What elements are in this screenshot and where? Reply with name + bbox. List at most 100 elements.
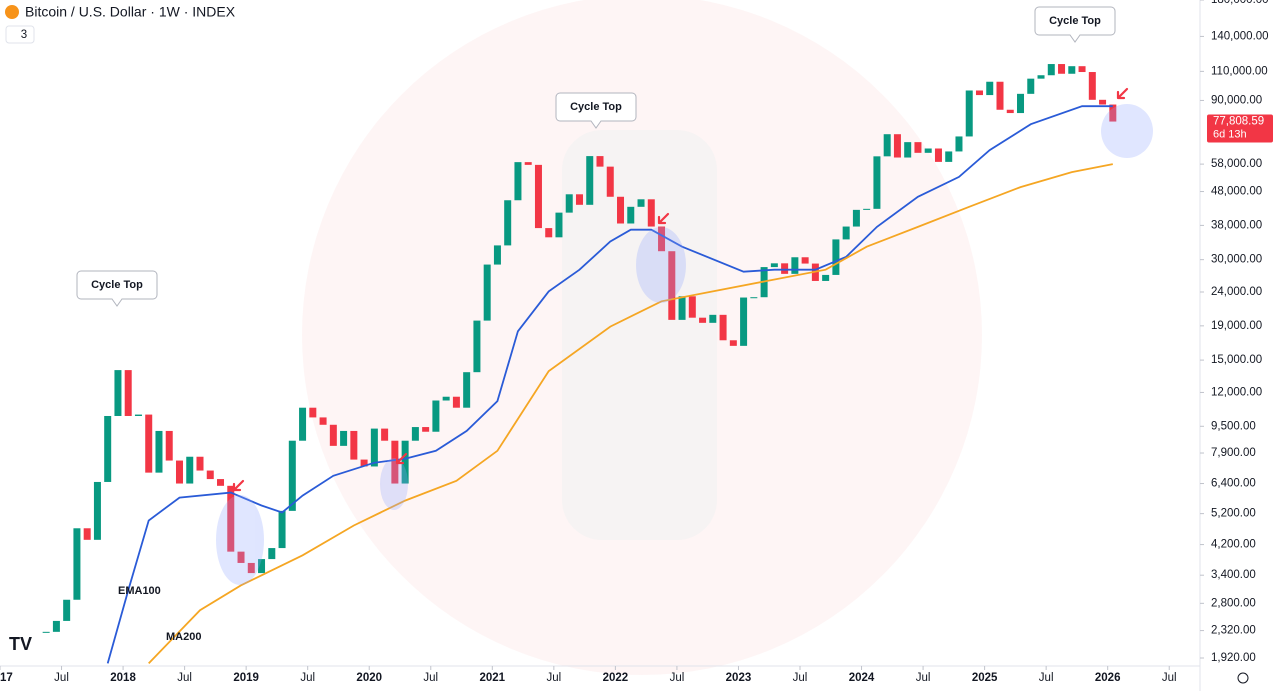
x-tick-label: Jul <box>1039 672 1054 684</box>
candle <box>740 297 748 346</box>
indicator-toggle[interactable] <box>5 25 35 44</box>
arrows <box>232 87 1129 492</box>
btc-icon <box>5 5 19 19</box>
annotation: Cycle Top <box>91 279 143 291</box>
candle <box>442 396 450 401</box>
y-tick-label: 140,000.00 <box>1211 30 1269 42</box>
candle <box>996 81 1004 110</box>
candle <box>463 372 471 408</box>
candle <box>770 263 778 268</box>
candle <box>647 199 655 227</box>
candle <box>1017 93 1025 114</box>
x-tick-label: 2023 <box>726 672 752 684</box>
x-tick-label: 2019 <box>233 672 259 684</box>
candle <box>924 148 932 153</box>
candle <box>965 90 973 137</box>
candle <box>668 251 676 320</box>
candle <box>278 510 286 549</box>
y-tick-label: 48,000.00 <box>1211 186 1262 198</box>
candle <box>145 414 153 473</box>
x-tick-label: 2018 <box>110 672 136 684</box>
candle <box>83 528 91 540</box>
candle <box>575 194 583 205</box>
candle <box>411 427 419 441</box>
y-tick-label: 19,000.00 <box>1211 320 1262 332</box>
candle <box>565 194 573 213</box>
candle <box>381 428 389 441</box>
candle <box>340 430 348 446</box>
indicator-line <box>106 105 1113 664</box>
y-tick-label: 38,000.00 <box>1211 219 1262 231</box>
logo: TV <box>9 634 32 654</box>
candle <box>1027 78 1035 94</box>
x-tick-label: Jul <box>793 672 808 684</box>
last-price-tag <box>1207 114 1273 143</box>
y-tick-label: 15,000.00 <box>1211 354 1262 366</box>
candle <box>288 440 296 511</box>
candle <box>493 245 501 265</box>
candle <box>237 551 245 563</box>
candle <box>391 440 399 484</box>
candle <box>1006 109 1014 114</box>
x-tick-label: 2021 <box>480 672 506 684</box>
candle <box>914 142 922 153</box>
candle <box>42 631 50 633</box>
candle <box>975 90 983 96</box>
candle <box>93 481 101 540</box>
candle <box>63 599 71 621</box>
x-tick-label: 2026 <box>1095 672 1121 684</box>
candle <box>299 407 307 441</box>
candle <box>934 148 942 162</box>
y-tick-label: 12,000.00 <box>1211 386 1262 398</box>
candle <box>596 156 604 167</box>
x-tick-label: Jul <box>670 672 685 684</box>
candle <box>729 340 737 346</box>
candle <box>155 430 163 473</box>
candle <box>1047 64 1055 76</box>
candle <box>473 320 481 373</box>
candle <box>699 317 707 323</box>
callout <box>76 270 158 307</box>
annotation: Cycle Top <box>1049 15 1101 27</box>
y-tick-label: 90,000.00 <box>1211 94 1262 106</box>
candle <box>186 456 194 484</box>
x-tick-label: Jul <box>177 672 192 684</box>
candle <box>945 151 953 162</box>
candle <box>893 134 901 158</box>
y-tick-label: 24,000.00 <box>1211 286 1262 298</box>
candle <box>852 209 860 227</box>
candle <box>863 208 871 210</box>
x-tick-label: Jul <box>300 672 315 684</box>
candle <box>196 456 204 471</box>
x-tick-label: 2022 <box>603 672 629 684</box>
candle <box>504 200 512 246</box>
watermark <box>302 0 982 675</box>
candle <box>883 134 891 157</box>
candle <box>452 396 460 408</box>
candle <box>627 206 635 224</box>
x-tick-label: Jul <box>916 672 931 684</box>
y-tick-label: 180,000.00 <box>1211 0 1269 6</box>
line-label: EMA100 <box>118 585 161 597</box>
candle <box>524 162 532 165</box>
y-tick-label: 7,900.00 <box>1211 447 1256 459</box>
annotation: Cycle Top <box>570 101 622 113</box>
candle <box>545 228 553 238</box>
candle <box>606 166 614 197</box>
candle <box>688 296 696 318</box>
candle <box>432 400 440 432</box>
candle <box>227 485 235 552</box>
candle <box>1068 66 1076 74</box>
x-tick-label: Jul <box>1162 672 1177 684</box>
settings-icon[interactable] <box>1237 672 1249 684</box>
y-tick-label: 4,200.00 <box>1211 539 1256 551</box>
indicator-line <box>148 163 1113 665</box>
candle <box>360 459 368 467</box>
y-tick-label: 5,200.00 <box>1211 508 1256 520</box>
callout <box>1034 6 1116 43</box>
candle <box>586 156 594 205</box>
candle <box>678 296 686 320</box>
candle <box>781 263 789 274</box>
x-tick-label: Jul <box>423 672 438 684</box>
